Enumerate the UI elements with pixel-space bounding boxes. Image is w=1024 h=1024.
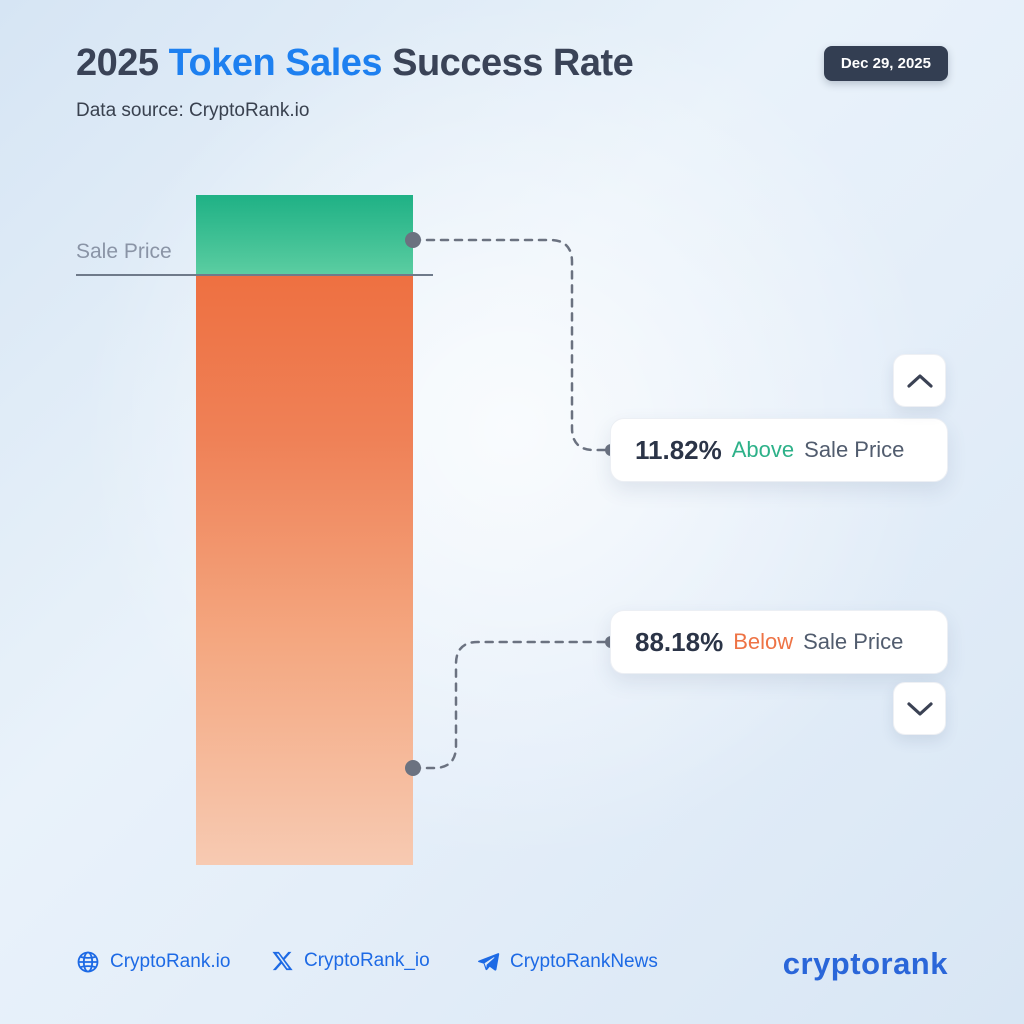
bar-segment-above-sale-price — [196, 195, 413, 275]
above-suffix-label: Sale Price — [804, 437, 905, 462]
chevron-down-button[interactable] — [893, 682, 946, 735]
below-direction-label: Below — [733, 629, 794, 654]
footer-link-x[interactable]: CryptoRank_io — [272, 950, 430, 972]
chevron-up-button[interactable] — [893, 354, 946, 407]
title-accent: Token Sales — [168, 42, 383, 84]
footer: CryptoRank.io CryptoRank_io CryptoRankNe… — [0, 946, 1024, 990]
footer-link-x-label: CryptoRank_io — [304, 950, 430, 971]
globe-icon — [76, 950, 100, 974]
cryptorank-logo: cryptorank — [782, 946, 948, 981]
callout-below-sale-price: 88.18% Below Sale Price — [610, 610, 948, 674]
bar-segment-below-sale-price — [196, 274, 413, 865]
above-direction-label: Above — [731, 437, 795, 462]
footer-link-website[interactable]: CryptoRank.io — [76, 950, 230, 974]
title-rest: Success Rate — [392, 42, 634, 84]
date-badge: Dec 29, 2025 — [823, 46, 948, 81]
callout-above-sale-price: 11.82% Above Sale Price — [610, 418, 948, 482]
below-suffix-label: Sale Price — [803, 629, 904, 654]
data-source-label: Data source: CryptoRank.io — [76, 100, 310, 121]
footer-link-telegram-label: CryptoRankNews — [510, 951, 658, 972]
footer-link-website-label: CryptoRank.io — [110, 951, 231, 972]
x-icon — [272, 950, 294, 972]
page-title: 2025 Token Sales Success Rate — [76, 42, 634, 85]
chevron-up-icon — [906, 373, 933, 389]
stacked-bar — [196, 195, 413, 865]
above-percentage: 11.82% — [635, 434, 722, 465]
sale-price-line — [76, 274, 433, 277]
below-percentage: 88.18% — [635, 626, 724, 657]
chevron-down-icon — [906, 701, 933, 717]
sale-price-label: Sale Price — [76, 240, 172, 264]
footer-link-telegram[interactable]: CryptoRankNews — [476, 950, 658, 974]
title-year: 2025 — [76, 42, 159, 84]
telegram-icon — [476, 950, 500, 974]
